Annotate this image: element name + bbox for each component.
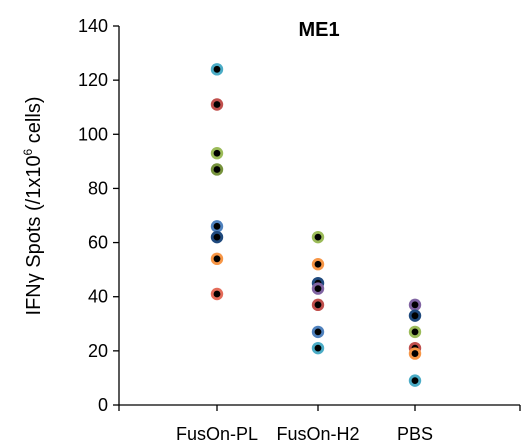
data-point-center [213, 65, 221, 73]
y-tick-label: 100 [78, 124, 108, 144]
data-point-center [213, 233, 221, 241]
data-point-center [213, 255, 221, 263]
data-point-center [314, 233, 322, 241]
data-point-center [314, 301, 322, 309]
y-axis-ticks: 0 20 40 60 80 100 120 140 [78, 16, 119, 415]
x-axis-ticks: FusOn-PL FusOn-H2 PBS [118, 405, 521, 444]
data-points [210, 63, 422, 387]
data-point-center [213, 149, 221, 157]
data-point-center [411, 312, 419, 320]
data-point-center [411, 350, 419, 357]
y-tick-label: 80 [88, 178, 108, 198]
x-category-label: FusOn-H2 [276, 424, 359, 444]
chart-title: ME1 [298, 19, 339, 41]
y-axis-title-tail: cells) [23, 97, 45, 149]
data-point-center [314, 344, 322, 352]
y-tick-label: 20 [88, 341, 108, 361]
x-category-label: PBS [397, 424, 433, 444]
x-category-label: FusOn-PL [176, 424, 258, 444]
data-point-center [411, 377, 419, 385]
data-point-center [314, 285, 322, 292]
y-axis-title: IFNγ Spots (/1x106 cells) [21, 97, 45, 316]
data-point-center [213, 222, 221, 230]
y-tick-label: 40 [88, 287, 108, 307]
data-point-center [314, 260, 322, 268]
data-point-center [213, 166, 221, 173]
data-point-center [411, 328, 419, 336]
y-axis-title-superscript: 6 [21, 148, 35, 155]
svg-text:IFNγ Spots (/1x106 cells): IFNγ Spots (/1x106 cells) [21, 97, 45, 316]
y-axis-title-main: IFNγ Spots (/1x10 [23, 155, 45, 315]
data-point-center [411, 301, 419, 309]
y-tick-label: 140 [78, 16, 108, 36]
y-tick-label: 0 [98, 395, 108, 415]
data-point-center [213, 290, 221, 298]
data-point-center [314, 328, 322, 336]
y-tick-label: 120 [78, 70, 108, 90]
y-tick-label: 60 [88, 233, 108, 253]
data-point-center [213, 101, 221, 108]
